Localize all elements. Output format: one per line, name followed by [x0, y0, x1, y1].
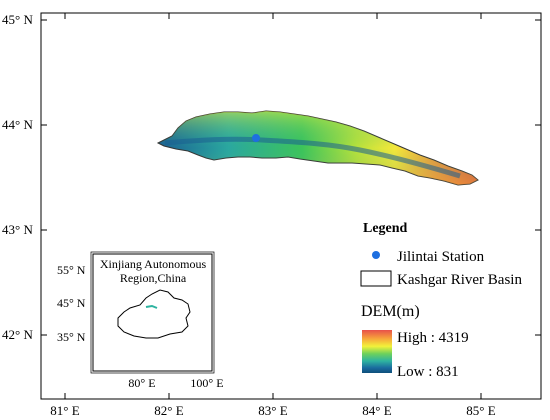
y-tick-label: 42° N: [2, 327, 33, 342]
inset-x-tick-label: 80° E: [128, 376, 155, 390]
station-legend-label: Jilintai Station: [397, 249, 485, 265]
inset-y-tick-label: 35° N: [57, 330, 86, 344]
inset-y-tick-label: 45° N: [57, 296, 86, 310]
basin-legend-label: Kashgar River Basin: [397, 272, 522, 288]
legend-title: Legend: [363, 221, 408, 236]
inset-map: Xinjiang Autonomous Region,China 55° N 4…: [57, 251, 224, 390]
x-tick-label: 84° E: [362, 403, 391, 418]
inset-x-tick-label: 100° E: [190, 376, 223, 390]
dem-high-label: High : 4319: [397, 330, 469, 346]
frame-ticks: [41, 13, 541, 399]
inset-frame-outer: [90, 251, 215, 374]
x-tick-label: 83° E: [258, 403, 287, 418]
y-axis-labels: 45° N 44° N 43° N 42° N: [2, 12, 33, 342]
dem-legend-title: DEM(m): [361, 303, 420, 320]
basin-relief-overlay: [158, 111, 478, 185]
x-axis-labels: 81° E 82° E 83° E 84° E 85° E: [50, 403, 495, 418]
dem-low-label: Low : 831: [397, 364, 459, 380]
inset-title-line1: Xinjiang Autonomous: [100, 257, 207, 271]
kashgar-river-basin: [156, 110, 479, 186]
inset-title-line2: Region,China: [120, 271, 187, 285]
station-legend-icon: [372, 251, 380, 259]
dem-color-ramp: [362, 330, 392, 373]
x-tick-label: 81° E: [50, 403, 79, 418]
map-frame: [40, 12, 542, 400]
jilintai-station-marker: [252, 134, 260, 142]
y-tick-label: 43° N: [2, 222, 33, 237]
y-tick-label: 44° N: [2, 117, 33, 132]
river-valley: [164, 136, 461, 179]
x-tick-label: 85° E: [466, 403, 495, 418]
legend: Legend Jilintai Station Kashgar River Ba…: [360, 221, 522, 380]
basin-legend-icon: [360, 270, 392, 287]
xinjiang-outline: [117, 289, 191, 339]
y-tick-label: 45° N: [2, 12, 33, 27]
x-tick-label: 82° E: [154, 403, 183, 418]
inset-y-tick-label: 55° N: [57, 263, 86, 277]
inset-basin-location: [145, 304, 158, 309]
